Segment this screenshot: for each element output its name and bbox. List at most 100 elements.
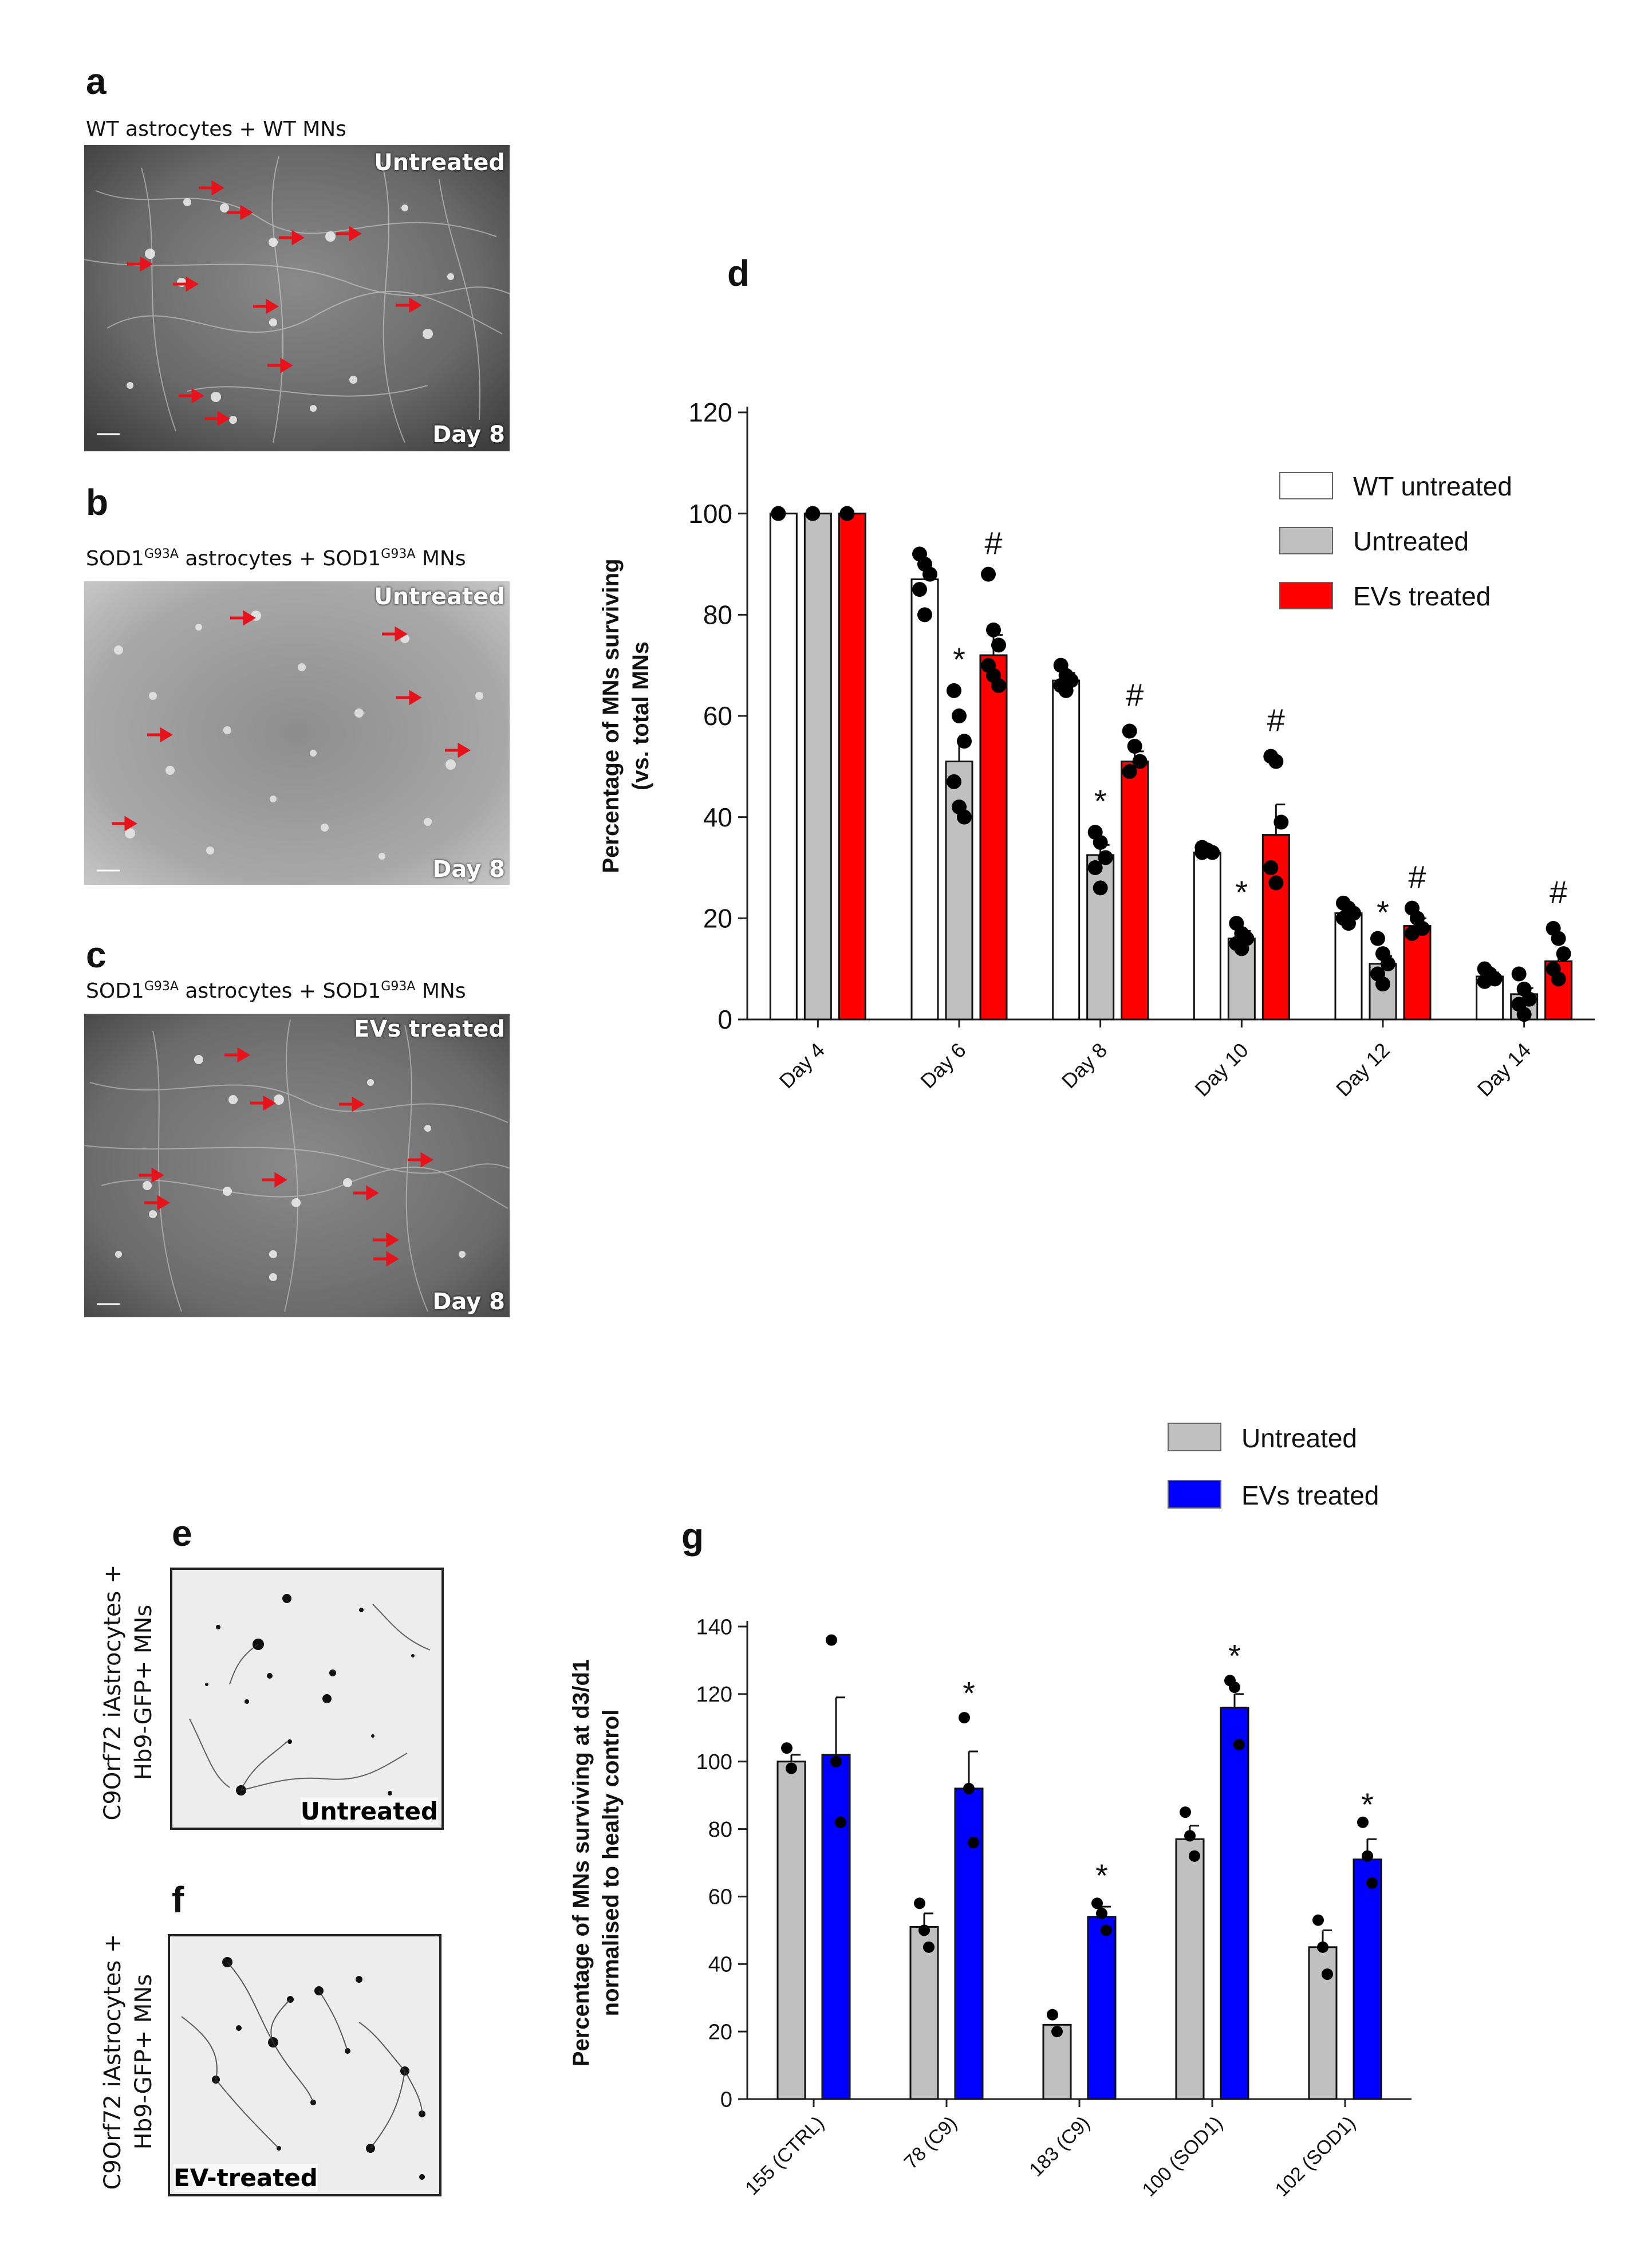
- data-point: [957, 734, 972, 749]
- bar: [1308, 1946, 1338, 2100]
- data-point: [952, 708, 967, 723]
- x-tick-label: Day 8: [1057, 1038, 1111, 1093]
- legend-swatch: [1279, 472, 1333, 499]
- data-point: [835, 1816, 846, 1828]
- data-point: [1205, 845, 1220, 860]
- y-axis-label-line1: Percentage of MNs surviving: [598, 558, 624, 873]
- bar: [910, 578, 939, 1021]
- data-point: [1477, 974, 1492, 989]
- significance-marker: *: [1095, 1857, 1108, 1893]
- bar: [1121, 761, 1149, 1021]
- micrograph-c-image: [84, 1014, 510, 1317]
- data-point: [1551, 971, 1566, 987]
- side-label-e: C9Orf72 iAstrocytes + Hb9-GFP+ MNs: [100, 1564, 157, 1821]
- panel-letter-e: e: [172, 1513, 192, 1554]
- data-point: [1180, 1806, 1191, 1818]
- data-point: [947, 774, 961, 789]
- data-point: [1047, 2009, 1058, 2021]
- chart-d: 0 20 40 60 80 100 120 Day 4 Day 6 Day 8 Day 10 Day …: [598, 397, 1595, 1101]
- data-point: [1184, 1830, 1196, 1842]
- significance-marker: *: [1228, 1638, 1241, 1674]
- micrograph-a-label-condition: Untreated: [374, 149, 505, 176]
- bar: [979, 654, 1008, 1021]
- data-point: [923, 1941, 935, 1953]
- data-point: [1317, 1941, 1328, 1953]
- bar: [838, 513, 866, 1021]
- y-tick-label: 40: [703, 802, 732, 832]
- data-point: [1268, 754, 1284, 769]
- x-tick-label: Day 6: [916, 1038, 970, 1093]
- bar: [821, 1754, 851, 2100]
- gfp-image-e-label: Untreated: [300, 1797, 438, 1825]
- significance-marker: #: [1550, 874, 1567, 910]
- significance-marker: *: [1377, 894, 1389, 930]
- data-point: [1194, 845, 1210, 860]
- data-point: [1341, 916, 1356, 931]
- bar: [1403, 925, 1432, 1021]
- data-point: [1101, 1924, 1112, 1936]
- legend-swatch: [1279, 582, 1333, 609]
- data-point: [981, 566, 996, 582]
- arrow-markers-a: [127, 180, 422, 427]
- data-point: [1362, 1850, 1373, 1862]
- significance-marker: *: [1361, 1786, 1374, 1822]
- data-point: [1093, 880, 1108, 896]
- legend-swatch: [1168, 1423, 1221, 1451]
- x-tick-label: Day 12: [1331, 1038, 1394, 1101]
- data-point: [1058, 683, 1074, 698]
- caption-b: SOD1G93A astrocytes + SOD1G93A MNs: [86, 547, 466, 570]
- y-tick-label: 100: [688, 499, 732, 529]
- data-point: [1405, 926, 1420, 941]
- y-axis-label-line1: Percentage of MNs surviving at d3/d1: [569, 1659, 594, 2066]
- significance-marker: #: [1126, 676, 1144, 712]
- gfp-image-e: Untreated: [170, 1568, 444, 1830]
- gfp-image-f-picture: [170, 1936, 439, 2194]
- panel-letter-f: f: [172, 1879, 184, 1920]
- y-axis-label-line2: (vs. total MNs: [628, 641, 653, 790]
- data-point: [1322, 1968, 1333, 1980]
- data-point: [1556, 946, 1571, 962]
- data-point: [1516, 1007, 1532, 1022]
- gfp-image-e-picture: [172, 1570, 441, 1828]
- micrograph-b-image: [84, 581, 510, 885]
- bar: [803, 513, 832, 1021]
- significance-marker: *: [1235, 874, 1248, 910]
- legend-label: EVs treated: [1353, 581, 1491, 611]
- y-tick-label: 20: [703, 903, 732, 933]
- data-point: [986, 622, 1001, 637]
- micrograph-b: Untreated Day 8: [84, 581, 510, 885]
- data-point: [959, 1712, 970, 1724]
- panel-letter-g: g: [681, 1515, 704, 1557]
- significance-marker: *: [1094, 783, 1107, 819]
- x-tick-label: Day 14: [1473, 1038, 1536, 1101]
- panel-letter-d: d: [727, 253, 750, 294]
- significance-marker: *: [963, 1675, 975, 1711]
- data-point: [781, 1742, 793, 1754]
- x-tick-label: Day 4: [774, 1038, 829, 1093]
- data-point: [1263, 860, 1279, 875]
- x-tick-label: 78 (C9): [900, 2112, 961, 2174]
- data-point: [839, 506, 855, 521]
- data-point: [917, 607, 932, 623]
- data-point: [1189, 1850, 1200, 1862]
- data-point: [771, 506, 786, 521]
- data-point: [1051, 2026, 1063, 2038]
- bar: [909, 1926, 939, 2100]
- legend-label: Untreated: [1353, 526, 1469, 556]
- data-point: [1551, 931, 1566, 946]
- data-point: [1127, 739, 1142, 754]
- significance-marker: #: [1408, 859, 1426, 895]
- gfp-image-f-label: EV-treated: [174, 2164, 318, 2192]
- y-tick-label: 0: [720, 2088, 732, 2112]
- data-point: [963, 1782, 975, 1794]
- significance-marker: *: [953, 641, 965, 678]
- y-tick-label: 120: [696, 1683, 732, 1707]
- x-tick-label: Day 10: [1190, 1038, 1253, 1101]
- caption-c: SOD1G93A astrocytes + SOD1G93A MNs: [86, 979, 466, 1003]
- caption-a: WT astrocytes + WT MNs: [86, 117, 346, 141]
- bar: [1193, 852, 1221, 1021]
- data-point: [1087, 860, 1103, 875]
- data-point: [1366, 1877, 1378, 1889]
- legend-swatch: [1168, 1480, 1221, 1509]
- y-axis-label-line2: normalised to healty control: [598, 1710, 624, 2017]
